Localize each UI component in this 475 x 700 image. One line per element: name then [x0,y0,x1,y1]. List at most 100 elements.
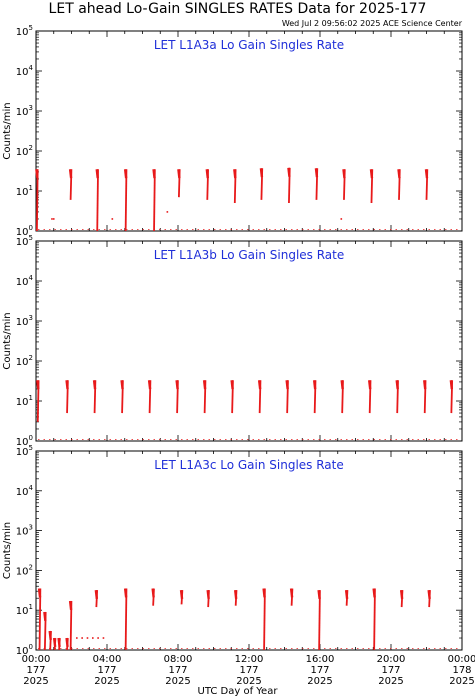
data-point [166,211,169,213]
data-spike-cap [424,169,429,179]
data-point [102,637,105,639]
data-point [111,218,114,220]
data-spike-cap [65,637,69,647]
data-spike-cap [233,169,237,179]
data-spike-cap [399,589,404,600]
x-tick-label: 2025 [165,676,190,687]
data-spike-cap [257,380,262,390]
chart-panel-3: 100 101 102 103 104 105 Counts/min LET L1A3c Lo… [2,444,475,687]
y-tick-label: 105 [16,24,33,38]
data-spike-cap [317,589,321,600]
y-axis-label: Counts/min [2,312,13,369]
x-tick-label: 177 [97,665,116,676]
data-point [92,637,94,639]
y-tick-label: 100 [16,643,33,657]
data-point [340,218,343,220]
x-tick-label: 2025 [307,676,332,687]
data-point [52,218,55,220]
data-point [76,637,78,639]
data-spike-cap [233,589,238,600]
panel-title: LET L1A3b Lo Gain Singles Rate [154,248,345,262]
x-tick-label: 2025 [378,676,403,687]
data-spike [153,169,156,232]
data-spike-cap [262,588,266,598]
y-tick-label: 102 [16,354,33,368]
data-spike-cap [179,589,184,600]
data-point [81,637,83,639]
data-spike-cap [289,588,294,598]
x-tick-label: 177 [26,665,45,676]
data-spike-cap [37,588,42,598]
data-point [97,637,99,639]
data-spike-cap [395,380,399,390]
data-spike-cap [314,168,319,178]
panel-title: LET L1A3c Lo Gain Singles Rate [154,458,344,472]
data-spike [124,169,128,232]
y-tick-label: 103 [16,524,33,538]
data-spike [35,169,39,232]
x-tick-label: 00:00 [22,654,51,665]
data-spike-cap [57,637,61,647]
data-spike [38,588,42,651]
y-tick-label: 101 [16,184,33,198]
y-tick-label: 101 [16,394,33,408]
y-tick-label: 104 [16,484,34,498]
chart-panel-2: 100 101 102 103 104 105 Counts/min LET L1A3b Lo… [2,234,463,448]
data-spike [96,169,99,232]
data-spike-cap [397,169,401,179]
x-axis-title: UTC Day of Year [197,686,278,697]
data-spike-cap [123,588,128,598]
x-tick-label: 00:00 [448,654,475,665]
data-spike-cap [152,169,156,179]
x-tick-label: 177 [239,665,258,676]
y-tick-label: 101 [16,603,33,617]
y-tick-label: 100 [16,434,33,448]
data-spike-cap [369,169,374,179]
plot-frame [35,30,463,232]
x-tick-label: 16:00 [306,654,335,665]
y-tick-label: 104 [16,64,34,78]
y-tick-label: 102 [16,144,33,158]
x-tick-label: 177 [310,665,329,676]
x-tick-label: 04:00 [93,654,122,665]
data-spike-cap [423,380,427,390]
data-spike-cap [206,589,210,600]
chart-panel-1: 100 101 102 103 104 105 Counts/min LET L1A3a Lo… [2,24,463,238]
data-spike-cap [285,380,289,390]
data-spike-cap [147,380,152,390]
x-tick-label: 178 [452,665,471,676]
y-tick-label: 100 [16,224,33,238]
data-spike-cap [52,637,57,647]
y-axis-label: Counts/min [2,522,13,579]
main-title: LET ahead Lo-Gain SINGLES RATES Data for… [48,1,427,17]
data-spike-cap [372,588,376,598]
data-point [51,218,53,220]
data-spike-cap [120,380,124,390]
data-spike-cap [230,380,234,390]
data-spike-cap [344,589,349,600]
x-tick-label: 08:00 [164,654,193,665]
data-spike-cap [177,169,181,179]
x-tick-label: 12:00 [235,654,264,665]
data-spike-cap [340,380,344,390]
x-tick-label: 20:00 [377,654,406,665]
data-spike-cap [449,380,454,390]
data-spike-cap [68,169,73,179]
data-spike-cap [287,167,291,177]
y-tick-label: 105 [16,444,33,458]
y-tick-label: 103 [16,314,33,328]
data-spike [318,590,321,651]
x-tick-label: 2025 [449,676,474,687]
data-spike [124,588,128,651]
y-tick-label: 103 [16,104,33,118]
x-tick-label: 2025 [94,676,119,687]
data-spike-cap [151,588,155,598]
data-spike-cap [48,630,52,640]
data-spike-cap [259,168,264,178]
data-point [86,637,89,639]
data-spike-cap [342,169,346,179]
x-tick-label: 177 [168,665,187,676]
data-spike-cap [427,589,431,600]
x-tick-label: 2025 [236,676,261,687]
x-tick-label: 2025 [23,676,48,687]
